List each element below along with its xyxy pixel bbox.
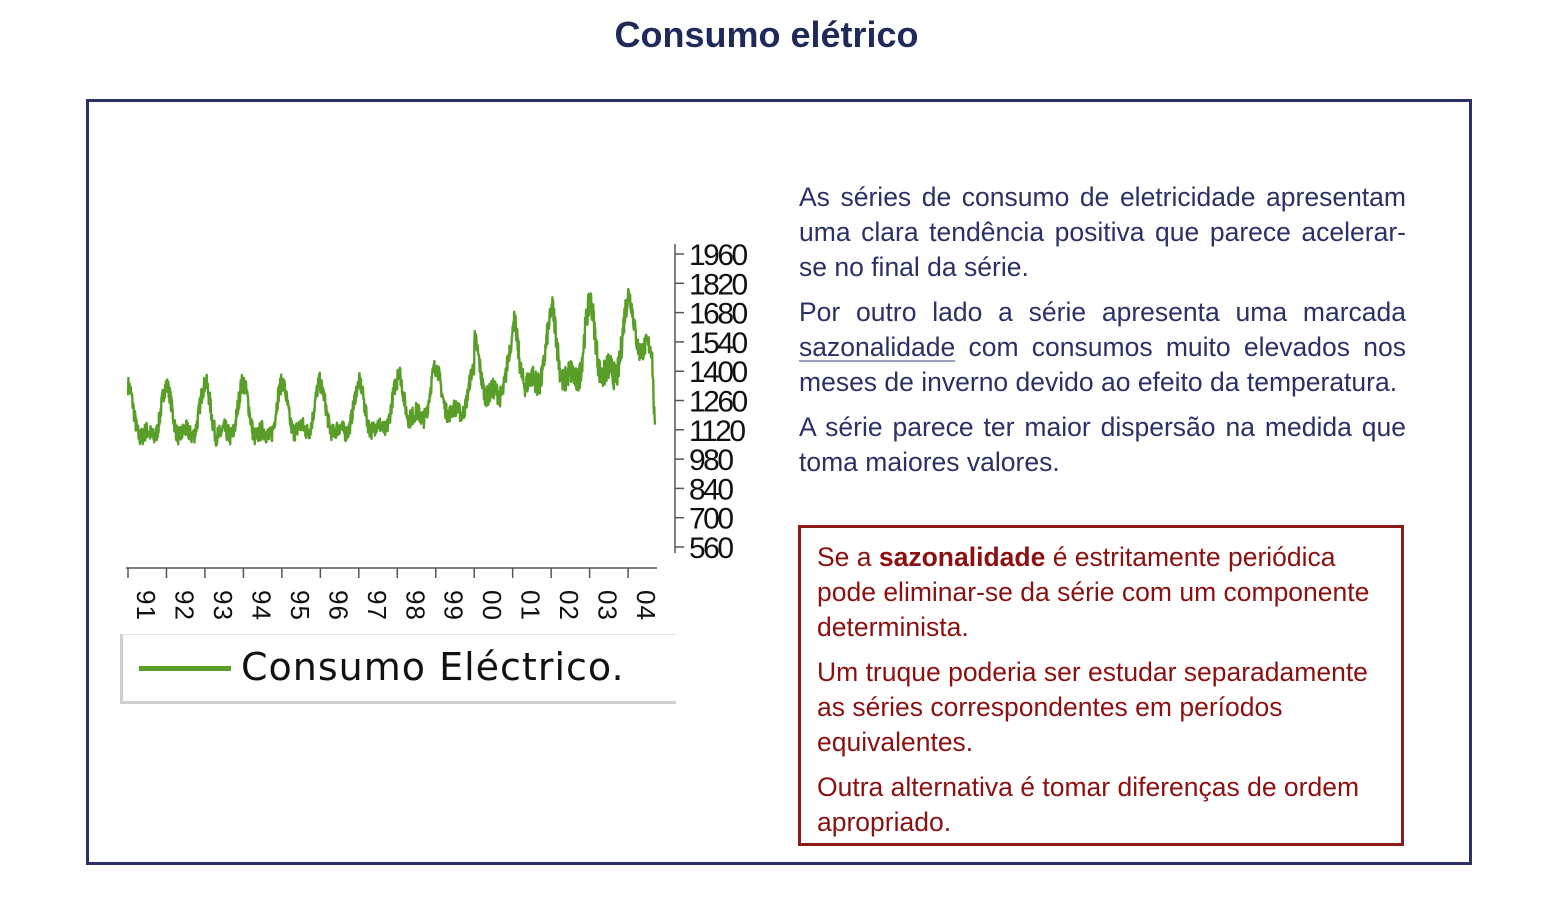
x-tick-label: 97 [362, 590, 392, 621]
consumption-line-chart: 1960182016801540140012601120980840700560… [126, 239, 750, 621]
y-tick-label: 840 [689, 473, 733, 506]
x-tick-label: 03 [593, 590, 623, 621]
seasonality-term: sazonalidade [799, 332, 956, 362]
x-tick-label: 00 [477, 590, 507, 621]
y-tick-label: 980 [689, 444, 733, 477]
y-tick-label: 1960 [689, 239, 748, 272]
content-frame [86, 99, 1472, 865]
x-tick-label: 01 [516, 590, 546, 621]
note-deterministic-end: é estritamente periódica pode eliminar-s… [817, 542, 1370, 642]
paragraph-seasonality-start: Por outro lado a série apresenta uma mar… [799, 297, 1406, 327]
y-tick-label: 700 [689, 503, 733, 536]
chart-area: 1960 1820 1680 1540 1400 1260 1120 980 840 700 560… [100, 220, 780, 630]
y-tick-label: 560 [689, 532, 733, 565]
legend-swatch [139, 666, 231, 671]
x-tick-label: 02 [554, 590, 584, 621]
x-tick-label: 94 [246, 590, 276, 621]
paragraph-trend: As séries de consumo de eletricidade apr… [799, 182, 1406, 282]
y-tick-label: 1680 [689, 298, 748, 331]
note-separate-series: Um truque poderia ser estudar separadame… [817, 657, 1368, 757]
y-tick-label: 1120 [689, 415, 745, 448]
chart-legend: Consumo Eléctrico. [120, 634, 676, 704]
note-differences: Outra alternativa é tomar diferenças de … [817, 772, 1360, 837]
note-box: Se a sazonalidade é estritamente periódi… [798, 525, 1404, 846]
x-tick-label: 95 [285, 590, 315, 621]
y-tick-label: 1540 [689, 327, 748, 360]
series-line-consumo-electrico [126, 287, 657, 447]
note-seasonality-term: sazonalidade [878, 542, 1046, 572]
legend-label: Consumo Eléctrico. [241, 645, 625, 689]
page-title: Consumo elétrico [614, 14, 919, 55]
paragraph-seasonality-end: com consumos muito elevados nos meses de… [799, 332, 1406, 397]
x-tick-label: 93 [208, 590, 238, 621]
y-tick-label: 1820 [689, 268, 748, 301]
x-tick-label: 92 [169, 590, 199, 621]
note-deterministic: Se a sazonalidade é estritamente periódi… [817, 540, 1385, 645]
x-tick-label: 99 [439, 590, 469, 621]
explanation-text: As séries de consumo de eletricidade apr… [799, 180, 1406, 490]
x-tick-label: 04 [631, 590, 661, 621]
y-tick-label: 1260 [689, 386, 748, 419]
y-tick-label: 1400 [689, 356, 748, 389]
x-tick-label: 91 [131, 590, 161, 621]
paragraph-dispersion: A série parece ter maior dispersão na me… [799, 412, 1406, 477]
paragraph-seasonality: Por outro lado a série apresenta uma mar… [799, 295, 1406, 400]
x-tick-label: 98 [400, 590, 430, 621]
note-deterministic-start: Se a [817, 542, 872, 572]
x-tick-label: 96 [323, 590, 353, 621]
